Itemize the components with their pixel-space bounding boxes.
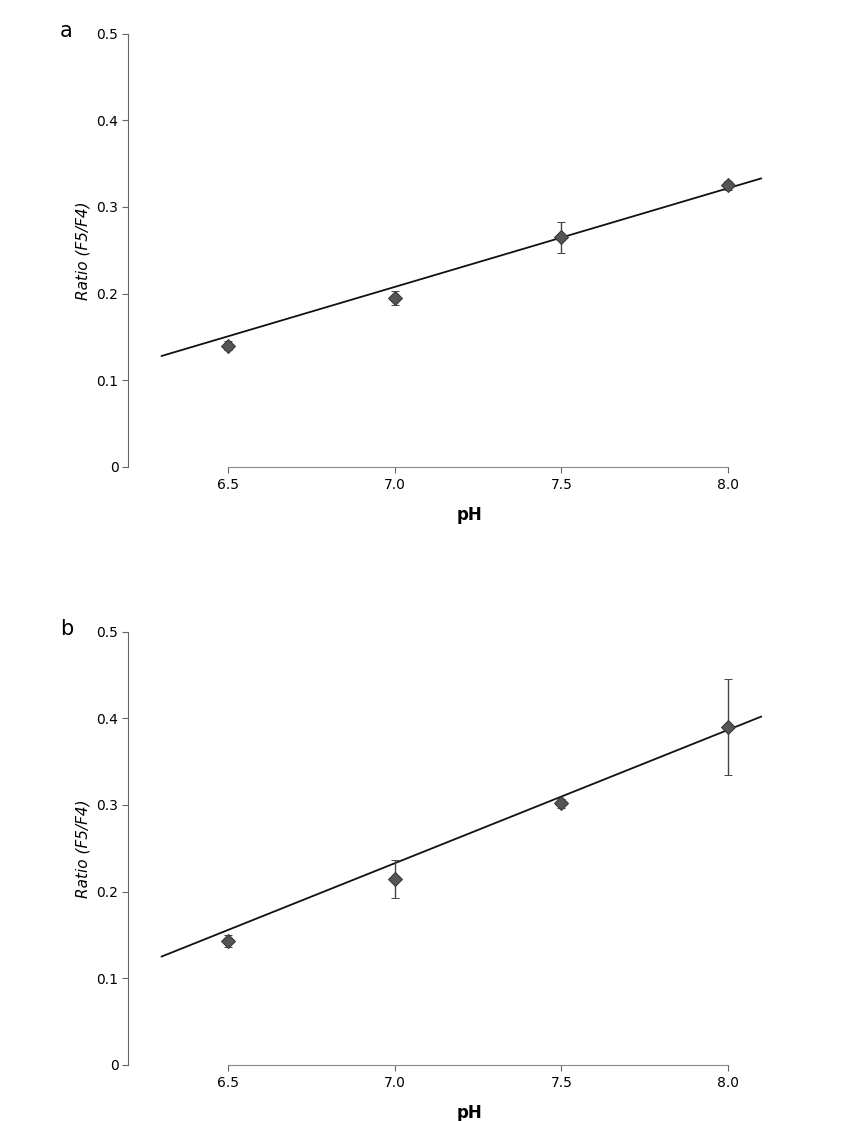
X-axis label: pH: pH	[456, 1104, 482, 1121]
X-axis label: pH: pH	[456, 506, 482, 524]
Y-axis label: Ratio (F5/F4): Ratio (F5/F4)	[76, 201, 90, 299]
Y-axis label: Ratio (F5/F4): Ratio (F5/F4)	[76, 799, 90, 898]
Text: a: a	[60, 20, 73, 40]
Text: b: b	[60, 619, 73, 639]
